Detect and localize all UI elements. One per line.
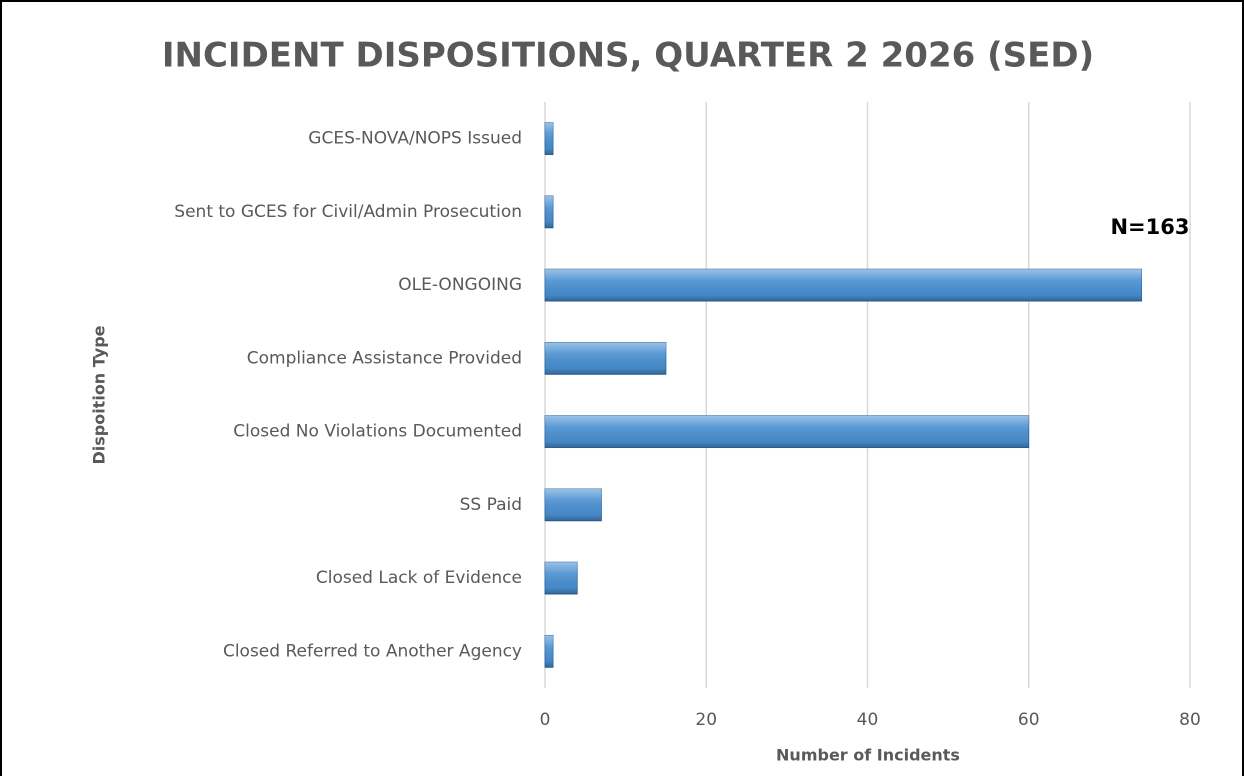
y-tick-label: Closed No Violations Documented [233, 422, 522, 442]
y-tick-label: OLE-ONGOING [398, 275, 522, 295]
x-axis-label: Number of Incidents [776, 746, 960, 765]
y-tick-label: GCES-NOVA/NOPS Issued [308, 129, 522, 149]
bar [544, 415, 1030, 449]
bar [544, 488, 602, 522]
bar [544, 634, 554, 668]
y-axis-label: Dispoition Type [90, 325, 109, 464]
x-tick-label: 0 [540, 710, 551, 730]
y-tick-label: SS Paid [460, 495, 522, 515]
x-tick-label: 80 [1179, 710, 1201, 730]
x-tick-label: 60 [1018, 710, 1040, 730]
x-tick-label: 40 [857, 710, 879, 730]
chart-title: INCIDENT DISPOSITIONS, QUARTER 2 2026 (S… [162, 36, 1094, 76]
bar [544, 561, 578, 595]
y-tick-label: Closed Referred to Another Agency [223, 641, 522, 661]
y-tick-label: Compliance Assistance Provided [247, 348, 522, 368]
bar [544, 341, 667, 375]
annotation: N=163 [1110, 215, 1189, 239]
bar [544, 122, 554, 156]
y-tick-label: Closed Lack of Evidence [316, 568, 522, 588]
bar [544, 195, 554, 229]
x-tick-label: 20 [695, 710, 717, 730]
y-tick-label: Sent to GCES for Civil/Admin Prosecution [174, 202, 522, 222]
bar [544, 268, 1143, 302]
